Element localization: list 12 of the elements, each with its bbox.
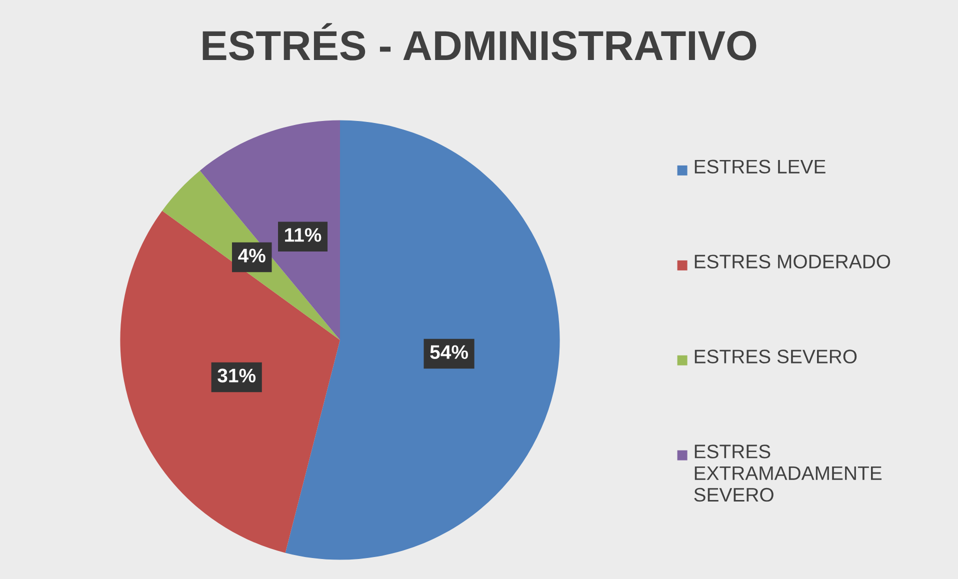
data-label: 31% [218, 368, 256, 382]
pie-slice [120, 210, 340, 553]
pie-slice [200, 120, 340, 340]
legend-label: ESTRES EXTRAMADAMENTE SEVERO [694, 444, 882, 502]
legend-label: ESTRES LEVE [694, 160, 826, 174]
data-label: 54% [430, 345, 468, 359]
legend-label: ESTRES SEVERO [694, 350, 857, 364]
legend-label: ESTRES MODERADO [694, 254, 890, 268]
chart-title: ESTRÉS - ADMINISTRATIVO [202, 23, 756, 60]
data-label: 4% [238, 248, 266, 262]
data-label: 11% [285, 228, 322, 242]
pie-slice [285, 120, 560, 560]
